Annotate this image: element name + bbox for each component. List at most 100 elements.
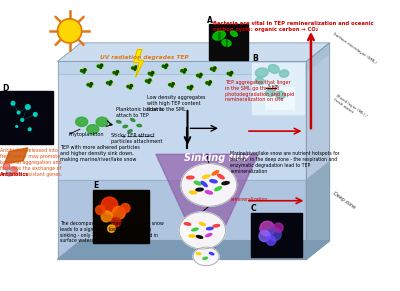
Polygon shape [79, 68, 88, 74]
Circle shape [166, 64, 168, 66]
Ellipse shape [202, 175, 210, 178]
Circle shape [113, 72, 115, 74]
Polygon shape [86, 81, 94, 88]
Ellipse shape [206, 227, 213, 230]
Ellipse shape [255, 78, 264, 84]
Text: Marine/river/lake snow are nutrient hotspots for
bacteria in the deep zone - the: Marine/river/lake snow are nutrient hots… [230, 152, 340, 174]
Ellipse shape [128, 130, 132, 132]
Ellipse shape [196, 253, 201, 255]
Ellipse shape [179, 212, 226, 249]
Ellipse shape [131, 118, 135, 122]
Polygon shape [147, 70, 156, 77]
Circle shape [16, 125, 18, 127]
Circle shape [111, 217, 121, 227]
Text: Mixed layer (ML) /
fresh water: Mixed layer (ML) / fresh water [332, 94, 367, 122]
Circle shape [148, 72, 150, 75]
Ellipse shape [215, 187, 222, 191]
Polygon shape [226, 70, 234, 77]
Text: Sticky TEP attract
particles attachment: Sticky TEP attract particles attachment [111, 133, 163, 144]
Polygon shape [126, 83, 134, 90]
Ellipse shape [189, 191, 197, 194]
Polygon shape [144, 78, 153, 84]
Circle shape [165, 67, 167, 68]
Circle shape [151, 74, 153, 76]
Circle shape [266, 236, 276, 245]
Ellipse shape [222, 40, 231, 46]
Ellipse shape [199, 222, 206, 226]
Circle shape [106, 82, 109, 84]
Polygon shape [105, 80, 114, 86]
Circle shape [11, 167, 17, 173]
Ellipse shape [218, 174, 224, 179]
Ellipse shape [137, 124, 142, 127]
Text: Planktonic bacteria
attach to TEP: Planktonic bacteria attach to TEP [116, 107, 163, 118]
Circle shape [200, 73, 202, 76]
Text: Antibiotics released into
fresh water may promote
bacterial aggregation and
faci: Antibiotics released into fresh water ma… [0, 148, 62, 177]
Circle shape [6, 170, 12, 176]
Polygon shape [209, 66, 218, 72]
Circle shape [34, 113, 37, 116]
Circle shape [230, 74, 232, 76]
Text: Antibiotics: Antibiotics [0, 172, 29, 177]
Circle shape [152, 72, 154, 74]
Polygon shape [58, 43, 330, 61]
Circle shape [21, 119, 24, 121]
Circle shape [184, 69, 186, 71]
Circle shape [84, 69, 86, 71]
Circle shape [130, 87, 131, 89]
Bar [252, 63, 304, 114]
Polygon shape [156, 154, 258, 266]
Circle shape [132, 67, 134, 69]
Circle shape [162, 65, 164, 67]
Circle shape [87, 84, 89, 86]
Polygon shape [306, 43, 330, 74]
Circle shape [101, 197, 118, 214]
Polygon shape [161, 63, 169, 69]
Ellipse shape [255, 68, 268, 77]
Ellipse shape [96, 117, 108, 127]
Circle shape [80, 70, 83, 72]
Circle shape [268, 228, 281, 241]
Ellipse shape [184, 223, 191, 225]
Ellipse shape [189, 235, 195, 237]
Bar [264, 86, 294, 109]
Polygon shape [195, 72, 204, 79]
Polygon shape [5, 148, 28, 164]
Ellipse shape [212, 171, 219, 175]
Bar [93, 190, 148, 244]
Ellipse shape [194, 181, 201, 185]
Circle shape [230, 72, 233, 74]
Polygon shape [96, 63, 104, 69]
Circle shape [209, 81, 211, 83]
Circle shape [26, 105, 30, 109]
Ellipse shape [205, 191, 212, 194]
Text: B: B [252, 54, 258, 63]
Circle shape [208, 83, 210, 85]
Circle shape [210, 68, 213, 70]
Text: Bacteria are vital in TEP remineralization and oceanic
carbon cycle: organic car: Bacteria are vital in TEP remineralizati… [214, 21, 374, 32]
Circle shape [28, 128, 31, 131]
Circle shape [172, 83, 174, 85]
Bar [58, 74, 306, 180]
Text: TEP with more adhered particles
and higher density sink down,
making marine/rive: TEP with more adhered particles and high… [60, 145, 140, 162]
Circle shape [171, 85, 173, 87]
Ellipse shape [116, 120, 121, 123]
Circle shape [206, 82, 208, 84]
Text: The decomposition of marine/river/lake snow
leads to a significant loss of POC d: The decomposition of marine/river/lake s… [60, 221, 164, 244]
Circle shape [116, 73, 118, 75]
Ellipse shape [203, 257, 208, 259]
Bar [58, 61, 306, 74]
Polygon shape [130, 65, 139, 71]
Text: A: A [207, 17, 213, 25]
Text: Deep zone: Deep zone [332, 191, 356, 210]
Polygon shape [186, 84, 194, 91]
Circle shape [183, 71, 185, 73]
Ellipse shape [213, 225, 220, 227]
Bar [251, 213, 302, 257]
Circle shape [148, 81, 150, 83]
Text: remineralization: remineralization [230, 197, 268, 202]
Ellipse shape [275, 91, 285, 99]
Polygon shape [306, 162, 330, 259]
Circle shape [109, 83, 111, 85]
Circle shape [213, 69, 215, 71]
